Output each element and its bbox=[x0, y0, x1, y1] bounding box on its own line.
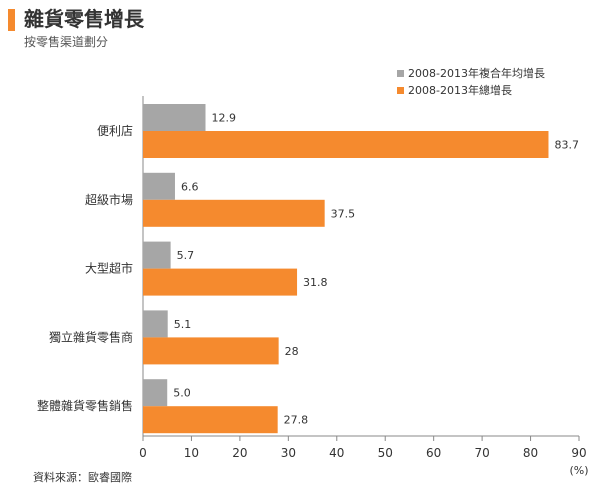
x-tick-label-8: 80 bbox=[523, 446, 538, 460]
category-label-1: 超級市場 bbox=[85, 192, 133, 207]
bar-1-3 bbox=[143, 337, 279, 365]
x-tick-label-6: 60 bbox=[426, 446, 441, 460]
bar-1-0 bbox=[143, 131, 549, 158]
x-tick-label-3: 30 bbox=[281, 446, 296, 460]
category-label-4: 整體雜貨零售銷售 bbox=[37, 398, 133, 413]
x-tick-label-0: 0 bbox=[139, 446, 147, 460]
bar-0-2 bbox=[143, 241, 171, 269]
category-label-2: 大型超市 bbox=[85, 261, 133, 276]
bar-0-3 bbox=[143, 310, 168, 338]
x-tick-label-1: 10 bbox=[184, 446, 199, 460]
data-label-0-1: 6.6 bbox=[181, 180, 199, 193]
bar-1-1 bbox=[143, 199, 325, 227]
legend-swatch-1 bbox=[397, 87, 404, 94]
bar-0-1 bbox=[143, 172, 175, 200]
legend-label-1: 2008-2013年總增長 bbox=[408, 83, 512, 97]
page-subtitle: 按零售渠道劃分 bbox=[24, 35, 109, 49]
x-tick-label-4: 40 bbox=[329, 446, 344, 460]
data-label-1-2: 31.8 bbox=[303, 276, 328, 289]
bar-1-2 bbox=[143, 268, 298, 296]
data-label-0-2: 5.7 bbox=[177, 249, 195, 262]
legend-swatch-0 bbox=[397, 70, 404, 77]
category-label-3: 獨立雜貨零售商 bbox=[49, 329, 133, 344]
category-label-0: 便利店 bbox=[97, 124, 133, 138]
data-label-1-0: 83.7 bbox=[554, 139, 579, 152]
x-tick-label-5: 50 bbox=[378, 446, 393, 460]
bar-0-0 bbox=[143, 104, 206, 131]
data-label-1-3: 28 bbox=[285, 345, 299, 358]
x-tick-label-2: 20 bbox=[232, 446, 247, 460]
title-accent-bar bbox=[8, 9, 15, 31]
legend-label-0: 2008-2013年複合年均增長 bbox=[408, 66, 545, 80]
data-label-0-0: 12.9 bbox=[211, 112, 236, 125]
x-tick-label-7: 70 bbox=[474, 446, 489, 460]
data-label-1-4: 27.8 bbox=[284, 414, 309, 427]
page-title: 雜貨零售增長 bbox=[24, 7, 144, 31]
bar-1-4 bbox=[143, 406, 278, 434]
data-label-1-1: 37.5 bbox=[331, 207, 356, 220]
x-axis-label: (%) bbox=[569, 464, 588, 477]
x-tick-label-9: 90 bbox=[571, 446, 586, 460]
data-label-0-3: 5.1 bbox=[174, 318, 192, 331]
source-note: 資料來源：歐睿國際 bbox=[33, 471, 132, 484]
data-label-0-4: 5.0 bbox=[173, 387, 191, 400]
bar-0-4 bbox=[143, 379, 168, 407]
